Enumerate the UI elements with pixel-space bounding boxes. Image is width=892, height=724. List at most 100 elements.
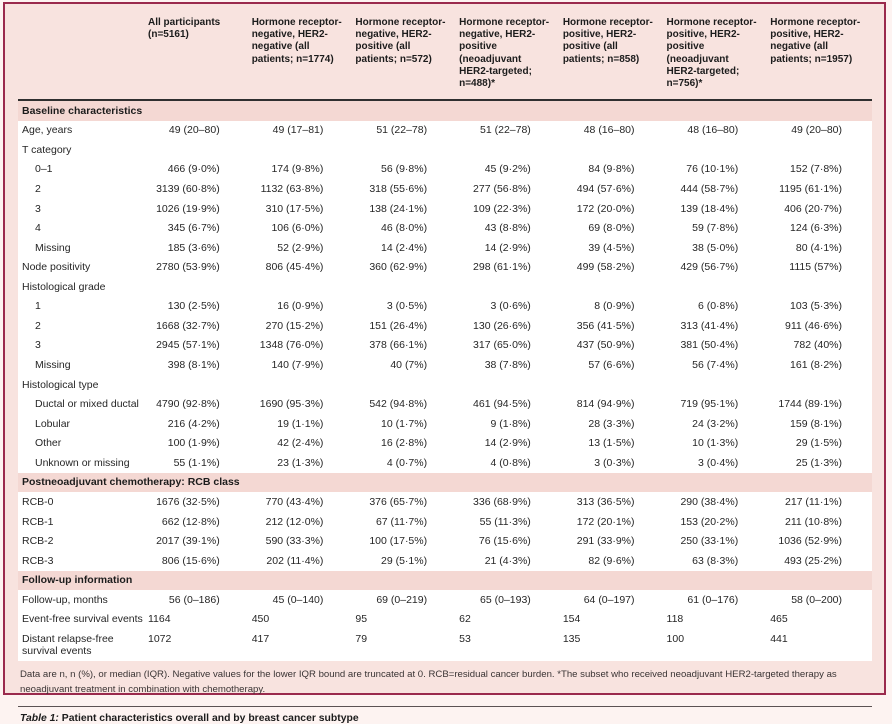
patient-characteristics-table: All participants (n=5161) Hormone recept…	[18, 12, 872, 662]
value-cell: 29 (5·1%)	[381, 554, 428, 567]
data-row: 3 2945 (57·1%) 1348 (76·0%) 378 (66·1%) 317 …	[18, 335, 872, 356]
value-cell	[457, 375, 561, 395]
value-cell: 10 (1·7%)	[381, 417, 428, 430]
value-cell: 211 (10·8%)	[784, 515, 842, 528]
table-frame: All participants (n=5161) Hormone recept…	[3, 2, 886, 724]
row-label: Distant relapse-free survival events	[22, 632, 114, 658]
value-cell: 100 (17·5%)	[369, 535, 428, 548]
value-cell: 69 (8·0%)	[588, 222, 635, 235]
value-cell: 16 (2·8%)	[381, 437, 428, 450]
value-cell: 57 (6·6%)	[588, 359, 635, 372]
value-cell: 290 (38·4%)	[680, 495, 739, 508]
value-cell	[146, 277, 250, 297]
value-cell: 6 (0·8%)	[697, 300, 739, 313]
table-header-row: All participants (n=5161) Hormone recept…	[18, 12, 872, 102]
column-header-hrpos-her2pos-all: Hormone receptor-positive, HER2-positive…	[560, 12, 665, 102]
value-cell: 106 (6·0%)	[271, 222, 324, 235]
value-cell: 450	[251, 613, 270, 626]
value-cell	[768, 277, 872, 297]
row-label: Node positivity	[22, 261, 91, 274]
value-cell: 16 (0·9%)	[277, 300, 324, 313]
data-row: Unknown or missing 55 (1·1%) 23 (1·3%) 4 (0…	[18, 453, 872, 473]
row-label: Missing	[35, 359, 71, 372]
value-cell: 154	[562, 613, 581, 626]
value-cell: 1744 (89·1%)	[778, 398, 842, 411]
row-label: Follow-up, months	[22, 593, 108, 606]
value-cell: 336 (68·9%)	[473, 495, 531, 508]
value-cell: 103 (5·3%)	[790, 300, 842, 313]
value-cell: 3139 (60·8%)	[156, 182, 220, 195]
column-header-hrneg-her2neg: Hormone receptor-negative, HER2-negative…	[249, 12, 354, 102]
value-cell	[250, 375, 354, 395]
value-cell: 770 (43·4%)	[265, 495, 324, 508]
row-label: RCB-3	[22, 554, 54, 567]
column-header-corner	[18, 12, 146, 102]
data-row: Lobular 216 (4·2%) 19 (1·1%) 10 (1·7%) 9 (1·…	[18, 414, 872, 434]
value-cell	[665, 277, 769, 297]
value-cell: 185 (3·6%)	[167, 241, 220, 254]
value-cell: 806 (15·6%)	[161, 554, 220, 567]
value-cell	[146, 140, 250, 160]
data-row: Distant relapse-free survival events 1072…	[18, 629, 872, 662]
value-cell: 662 (12·8%)	[161, 515, 220, 528]
value-cell: 310 (17·5%)	[265, 202, 324, 215]
value-cell: 1195 (61·1%)	[779, 182, 842, 195]
section-label: Postneoadjuvant chemotherapy: RCB class	[22, 476, 240, 489]
value-cell: 19 (1·1%)	[277, 417, 324, 430]
value-cell: 590 (33·3%)	[265, 535, 324, 548]
value-cell: 13 (1·5%)	[588, 437, 635, 450]
value-cell: 217 (11·1%)	[784, 495, 842, 508]
table-body: Baseline characteristics Age, years 49 (20…	[18, 100, 872, 662]
value-cell: 376 (65·7%)	[369, 495, 428, 508]
value-cell: 58 (0–200)	[791, 593, 842, 606]
value-cell	[665, 375, 769, 395]
value-cell: 317 (65·0%)	[473, 339, 531, 352]
value-cell: 719 (95·1%)	[680, 398, 739, 411]
value-cell: 313 (36·5%)	[576, 495, 635, 508]
value-cell: 378 (66·1%)	[369, 339, 428, 352]
value-cell	[146, 375, 250, 395]
value-cell: 806 (45·4%)	[265, 261, 324, 274]
value-cell: 95	[355, 613, 368, 626]
value-cell: 135	[562, 632, 581, 645]
value-cell: 140 (7·9%)	[271, 359, 324, 372]
group-row: Histological grade	[18, 277, 872, 297]
value-cell: 45 (9·2%)	[484, 163, 531, 176]
data-row: 0–1 466 (9·0%) 174 (9·8%) 56 (9·8%) 45 (9·2%…	[18, 159, 872, 180]
section-row: Follow-up information	[18, 570, 872, 591]
value-cell: 24 (3·2%)	[692, 417, 739, 430]
value-cell: 1676 (32·5%)	[156, 495, 220, 508]
data-row: 3 1026 (19·9%) 310 (17·5%) 138 (24·1%) 109 (…	[18, 198, 872, 219]
value-cell: 64 (0–197)	[583, 593, 635, 606]
value-cell: 8 (0·9%)	[594, 300, 635, 313]
row-label: 0–1	[35, 163, 53, 176]
data-row: Missing 398 (8·1%) 140 (7·9%) 40 (7%) 38 (7·…	[18, 355, 872, 375]
value-cell: 21 (4·3%)	[484, 554, 531, 567]
value-cell	[561, 140, 665, 160]
value-cell: 152 (7·8%)	[790, 163, 842, 176]
row-label: Missing	[35, 241, 71, 254]
row-label: Unknown or missing	[35, 456, 130, 469]
value-cell: 62	[459, 613, 471, 626]
row-label: RCB-2	[22, 535, 54, 548]
value-cell: 2017 (39·1%)	[156, 535, 220, 548]
value-cell: 291 (33·9%)	[576, 535, 635, 548]
value-cell: 1164	[148, 613, 171, 626]
row-label: RCB-0	[22, 495, 54, 508]
table-footnote: Data are n, n (%), or median (IQR). Nega…	[20, 669, 837, 695]
value-cell: 381 (50·4%)	[680, 339, 739, 352]
value-cell: 23 (1·3%)	[277, 456, 324, 469]
value-cell: 29 (1·5%)	[795, 437, 842, 450]
value-cell: 494 (57·6%)	[576, 182, 635, 195]
value-cell: 1115 (57%)	[789, 261, 842, 274]
column-header-hrpos-her2neg: Hormone receptor-positive, HER2-negative…	[768, 12, 872, 102]
value-cell: 3 (0·5%)	[386, 300, 428, 313]
value-cell	[768, 140, 872, 160]
value-cell: 130 (26·6%)	[473, 319, 531, 332]
value-cell: 4 (0·8%)	[490, 456, 531, 469]
value-cell: 52 (2·9%)	[277, 241, 324, 254]
value-cell: 1348 (76·0%)	[259, 339, 324, 352]
value-cell: 49 (20–80)	[168, 124, 220, 137]
row-label: 3	[35, 339, 41, 352]
value-cell: 51 (22–78)	[480, 124, 531, 137]
